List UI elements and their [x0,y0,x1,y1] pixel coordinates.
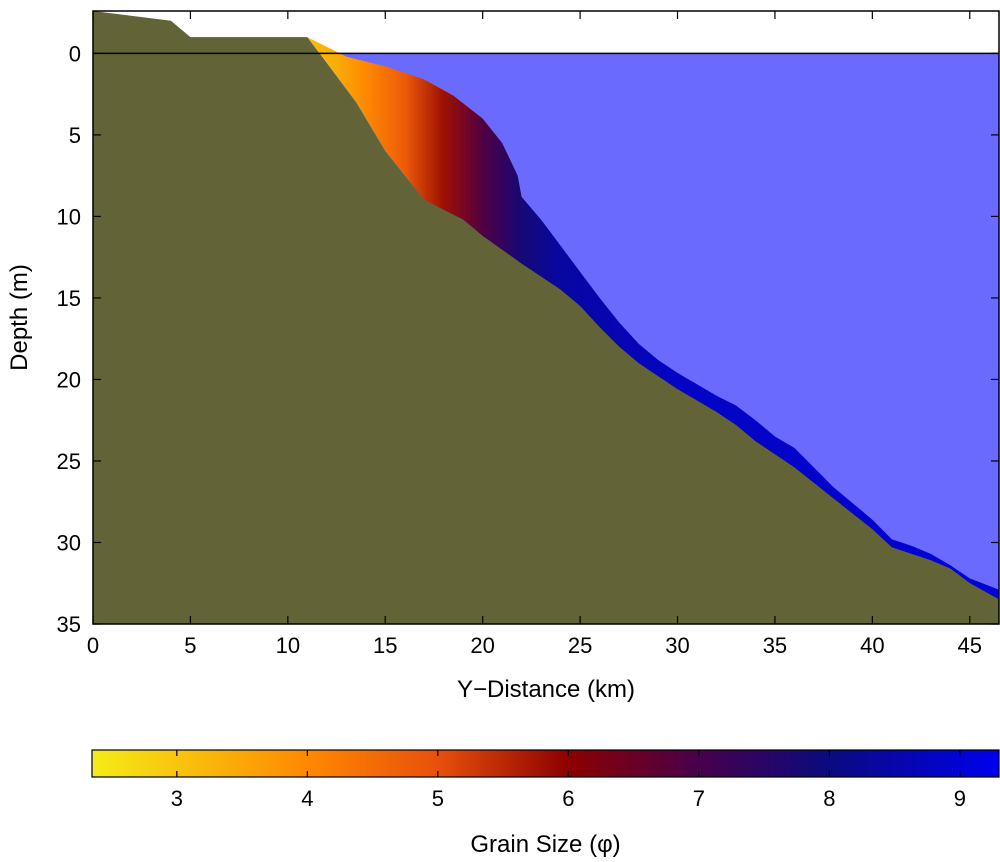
x-tick-label: 30 [665,633,689,658]
x-tick-label: 0 [87,633,99,658]
y-tick-label: 30 [57,530,81,555]
substrate-area [93,11,999,624]
x-tick-label: 35 [763,633,787,658]
colorbar-ticks: 3 4 5 6 7 8 9 [171,750,966,811]
x-tick-label: 45 [958,633,982,658]
x-tick-label: 40 [860,633,884,658]
y-tick-label: 20 [57,367,81,392]
sediment-layer [93,11,999,600]
colorbar-tick-label: 9 [954,786,966,811]
y-tick-label: 0 [69,41,81,66]
colorbar-tick-label: 7 [693,786,705,811]
y-tick-label: 35 [57,612,81,637]
y-tick-label: 15 [57,286,81,311]
colorbar-tick-label: 6 [562,786,574,811]
x-tick-label: 5 [184,633,196,658]
x-axis-label: Y−Distance (km) [457,676,635,703]
x-tick-label: 15 [373,633,397,658]
x-tick-label: 25 [568,633,592,658]
colorbar-tick-label: 4 [301,786,313,811]
x-tick-label: 10 [276,633,300,658]
colorbar-tick-label: 8 [823,786,835,811]
colorbar: 3 4 5 6 7 8 9 Grain Size (φ) [91,749,1000,858]
y-tick-label: 5 [69,123,81,148]
y-tick-label: 25 [57,449,81,474]
y-axis-label: Depth (m) [6,264,33,371]
plot-frame [92,10,1000,625]
colorbar-tick-label: 5 [432,786,444,811]
colorbar-gradient [91,749,1000,778]
colorbar-tick-label: 3 [171,786,183,811]
x-axis: 0 5 10 15 20 25 30 35 40 45 [87,11,982,658]
x-tick-label: 20 [470,633,494,658]
colorbar-label: Grain Size (φ) [470,831,620,858]
plot-area [93,11,999,624]
y-axis: 0 5 10 15 20 25 30 35 [57,41,999,637]
y-tick-label: 10 [57,204,81,229]
